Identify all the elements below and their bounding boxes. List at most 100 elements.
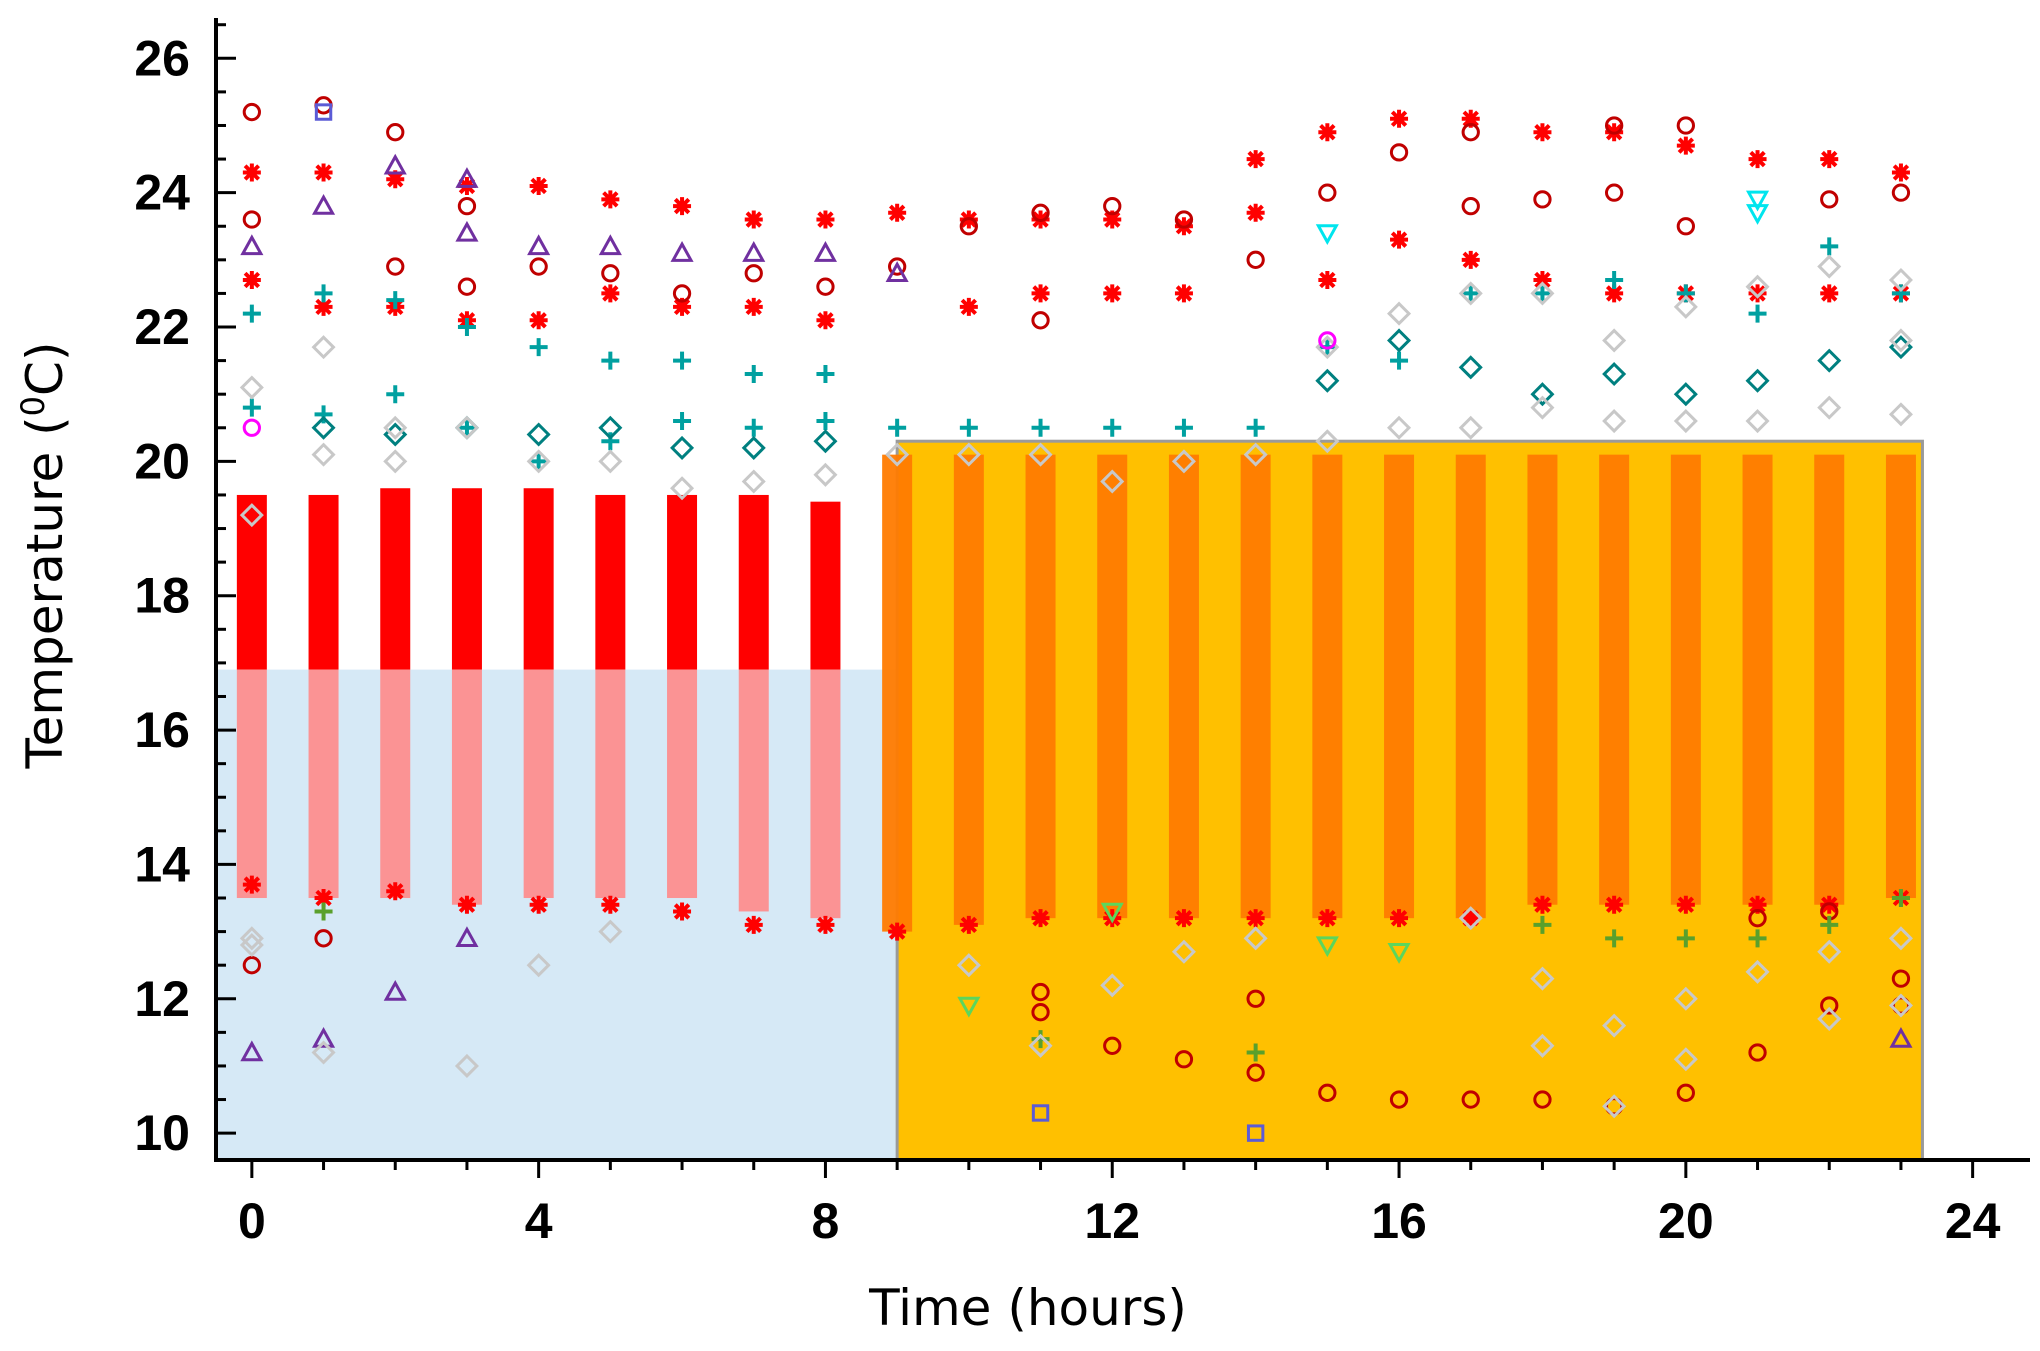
dense-band-lower <box>451 669 482 905</box>
square-marker <box>314 103 333 121</box>
diamond-marker <box>311 1040 336 1065</box>
y-tick-label: 24 <box>134 165 190 221</box>
plus-marker <box>1891 889 1910 908</box>
diamond-marker <box>1673 409 1698 434</box>
asterisk-marker <box>1318 270 1337 289</box>
triangle-down-marker <box>957 996 981 1018</box>
asterisk-marker <box>1891 163 1910 182</box>
x-axis-title: Time (hours) <box>868 1279 1187 1337</box>
asterisk-marker <box>1605 284 1624 303</box>
diamond-marker <box>1315 368 1340 393</box>
asterisk-marker <box>314 889 333 908</box>
circle-marker <box>529 257 548 276</box>
diamond-marker <box>1673 294 1698 319</box>
circle-marker <box>1604 1097 1624 1116</box>
plus-marker <box>1748 929 1767 948</box>
diamond-marker <box>741 435 766 460</box>
asterisk-marker <box>1461 109 1480 128</box>
asterisk-marker <box>816 311 835 330</box>
circle-marker <box>1031 1003 1050 1022</box>
diamond-marker <box>239 503 264 528</box>
dense-band-lower <box>1527 454 1558 905</box>
plus-marker <box>457 418 476 437</box>
dense-band-upper <box>667 494 698 670</box>
diamond-marker <box>670 476 695 501</box>
plus-marker <box>1820 237 1839 256</box>
circle-marker <box>672 284 692 303</box>
circle-marker <box>386 123 405 142</box>
dense-band-lower <box>1670 454 1701 905</box>
asterisk-marker <box>386 170 405 189</box>
diamond-marker <box>1817 939 1842 964</box>
diamond-marker <box>1602 328 1627 353</box>
triangle-up-marker <box>455 926 479 948</box>
asterisk-marker <box>242 875 261 894</box>
circle-marker <box>887 257 907 276</box>
diamond-marker <box>311 335 336 360</box>
asterisk-marker <box>1533 123 1552 142</box>
asterisk-marker <box>1820 284 1839 303</box>
triangle-down-marker <box>1315 936 1339 958</box>
diamond-marker <box>1100 973 1125 998</box>
plus-marker <box>744 418 763 437</box>
circle-marker <box>1174 1050 1194 1069</box>
square-marker <box>1031 1104 1050 1122</box>
dense-band-lower <box>1097 454 1128 919</box>
diamond-marker <box>598 415 623 440</box>
triangle-down-marker <box>1100 902 1124 924</box>
plus-marker <box>673 351 692 370</box>
asterisk-marker <box>1031 284 1050 303</box>
asterisk-marker <box>816 915 835 934</box>
asterisk-marker <box>601 284 620 303</box>
x-tick-label: 20 <box>1658 1193 1714 1249</box>
asterisk-marker <box>959 297 978 316</box>
asterisk-marker <box>744 210 763 229</box>
circle-marker <box>1246 989 1265 1008</box>
circle-marker <box>1103 196 1122 216</box>
circle-marker <box>959 217 978 236</box>
asterisk-marker <box>1031 909 1050 928</box>
dense-band-upper <box>451 488 482 670</box>
plus-marker <box>888 418 907 437</box>
circle-marker <box>314 929 333 948</box>
diamond-marker <box>1387 415 1412 440</box>
asterisk-marker <box>1390 909 1409 928</box>
dense-band-lower <box>738 669 769 912</box>
triangle-down-marker <box>1315 224 1339 246</box>
asterisk-marker <box>1103 284 1122 303</box>
circle-marker <box>1604 183 1624 202</box>
asterisk-marker <box>888 203 907 222</box>
diamond-marker <box>454 415 479 440</box>
circle-marker <box>1604 116 1624 135</box>
circle-marker <box>1820 190 1839 209</box>
plus-marker <box>816 412 835 431</box>
asterisk-marker <box>1676 895 1695 914</box>
plus-marker <box>242 398 261 417</box>
y-tick-label: 16 <box>134 702 190 758</box>
dense-band-lower <box>1240 454 1271 919</box>
triangle-up-marker <box>742 241 766 262</box>
circle-marker <box>457 277 477 296</box>
plus-marker <box>314 284 333 303</box>
diamond-marker <box>383 449 408 474</box>
triangle-up-marker <box>598 234 622 256</box>
circle-marker <box>744 264 763 283</box>
diamond-marker <box>1602 362 1627 387</box>
diamond-marker <box>813 429 838 454</box>
asterisk-marker <box>744 915 763 934</box>
diamond-marker <box>383 422 408 447</box>
y-axis-title-superscript: 0 <box>14 396 52 416</box>
diamond-marker <box>1602 1013 1627 1038</box>
asterisk-marker <box>1318 123 1337 142</box>
diamond-marker <box>526 449 551 474</box>
asterisk-marker <box>242 163 261 182</box>
diamond-marker <box>454 1053 479 1078</box>
y-tick-label: 10 <box>134 1105 190 1161</box>
diamond-marker <box>956 442 981 467</box>
circle-marker <box>1461 196 1480 216</box>
circle-marker <box>1103 1036 1122 1055</box>
y-axis-title-prefix: Temperature ( <box>16 416 74 769</box>
circle-marker <box>1891 183 1911 202</box>
dense-band-upper <box>236 494 267 670</box>
circle-marker <box>1533 190 1552 209</box>
